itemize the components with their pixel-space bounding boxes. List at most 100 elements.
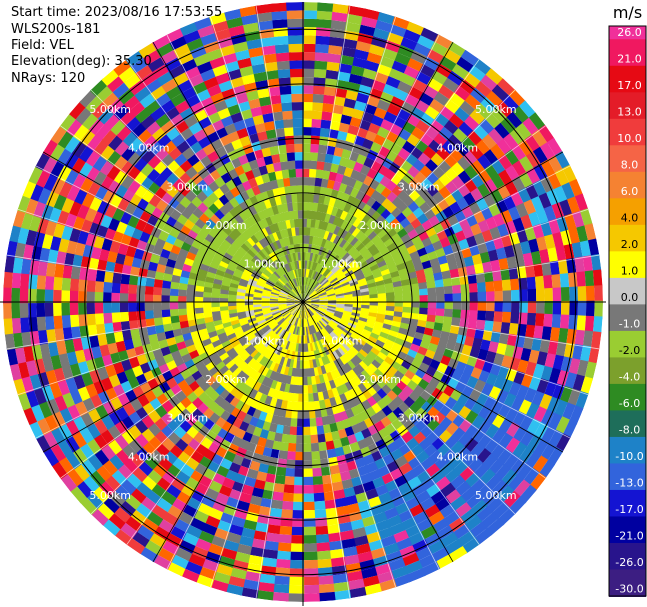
range-gate — [366, 95, 382, 108]
range-gate — [317, 152, 328, 163]
range-gate — [313, 282, 320, 290]
range-gate — [523, 199, 537, 217]
range-gate — [540, 142, 557, 162]
range-gate — [301, 18, 319, 28]
range-gate — [516, 229, 529, 245]
range-gate — [333, 225, 342, 236]
range-gate — [348, 215, 358, 226]
range-gate — [497, 223, 510, 239]
range-gate — [314, 283, 321, 291]
range-gate — [302, 102, 315, 111]
range-gate — [569, 178, 584, 199]
range-gate — [420, 27, 441, 43]
range-gate — [346, 234, 356, 244]
range-gate — [528, 238, 540, 255]
range-gate — [327, 293, 336, 297]
range-gate — [419, 63, 438, 79]
range-gate — [339, 54, 356, 66]
range-gate — [338, 63, 355, 74]
range-gate — [329, 36, 346, 47]
range-gate — [377, 260, 387, 269]
range-gate — [355, 230, 365, 241]
range-gate — [572, 210, 585, 230]
range-gate — [512, 242, 524, 258]
range-gate — [473, 232, 486, 246]
range-gate — [386, 191, 399, 204]
range-gate — [528, 211, 542, 229]
range-gate — [485, 216, 498, 232]
velocity-field — [3, 2, 603, 602]
range-gate — [325, 286, 334, 292]
range-gate — [332, 104, 346, 115]
range-gate — [370, 234, 381, 245]
range-gate — [302, 210, 309, 219]
range-gate — [335, 291, 344, 296]
range-gate — [302, 185, 310, 194]
range-gate — [310, 294, 319, 299]
range-gate — [324, 153, 335, 164]
range-gate — [353, 268, 363, 276]
range-gate — [322, 221, 330, 231]
range-gate — [323, 94, 337, 105]
range-gate — [312, 93, 326, 104]
range-gate — [342, 38, 360, 50]
range-gate — [351, 108, 366, 120]
range-gate — [306, 286, 310, 295]
range-gate — [356, 274, 366, 282]
range-gate — [316, 161, 326, 171]
range-gate — [346, 13, 365, 26]
range-gate — [352, 57, 369, 69]
range-gate — [445, 252, 457, 264]
range-gate — [384, 256, 395, 266]
range-gate — [532, 223, 545, 241]
range-gate — [443, 48, 463, 65]
range-gate — [338, 122, 352, 134]
range-gate — [522, 117, 540, 137]
range-gate — [302, 168, 311, 178]
range-gate — [340, 220, 350, 230]
range-gate — [302, 43, 318, 53]
range-gate — [307, 288, 313, 296]
range-gate — [348, 224, 358, 235]
range-gate — [383, 238, 395, 248]
range-gate — [325, 69, 341, 80]
range-gate — [385, 76, 403, 90]
range-gate — [533, 163, 549, 182]
range-gate — [348, 278, 358, 285]
range-gate — [327, 274, 336, 282]
range-gate — [336, 272, 345, 280]
range-gate — [302, 227, 308, 236]
range-gate — [307, 288, 314, 296]
range-gate — [341, 252, 351, 261]
colorbar-tick-label: -6.0 — [619, 397, 640, 410]
range-gate — [306, 286, 311, 295]
range-gate — [330, 264, 339, 273]
range-gate — [460, 49, 481, 67]
range-gate — [458, 238, 470, 252]
range-gate — [322, 170, 332, 180]
range-gate — [308, 289, 315, 296]
range-gate — [367, 260, 378, 269]
range-gate — [346, 257, 355, 266]
range-gate — [311, 253, 317, 262]
range-gate — [318, 292, 327, 297]
colorbar-tick-label: -30.0 — [615, 583, 643, 596]
range-gate — [354, 100, 369, 112]
range-gate — [314, 272, 320, 281]
range-gate — [415, 269, 426, 279]
colorbar-tick-label: 8.0 — [621, 159, 639, 172]
range-gate — [493, 213, 506, 229]
range-gate — [526, 167, 542, 186]
range-gate — [356, 220, 367, 231]
range-gate — [348, 259, 358, 268]
range-gate — [321, 279, 329, 287]
range-gate — [303, 296, 310, 302]
range-gate — [302, 93, 315, 103]
range-gate — [305, 235, 311, 244]
range-gate — [309, 252, 314, 262]
range-gate — [333, 284, 342, 291]
range-gate — [305, 285, 309, 295]
range-gate — [307, 277, 311, 287]
range-gate — [314, 177, 323, 187]
range-gate — [309, 261, 314, 270]
